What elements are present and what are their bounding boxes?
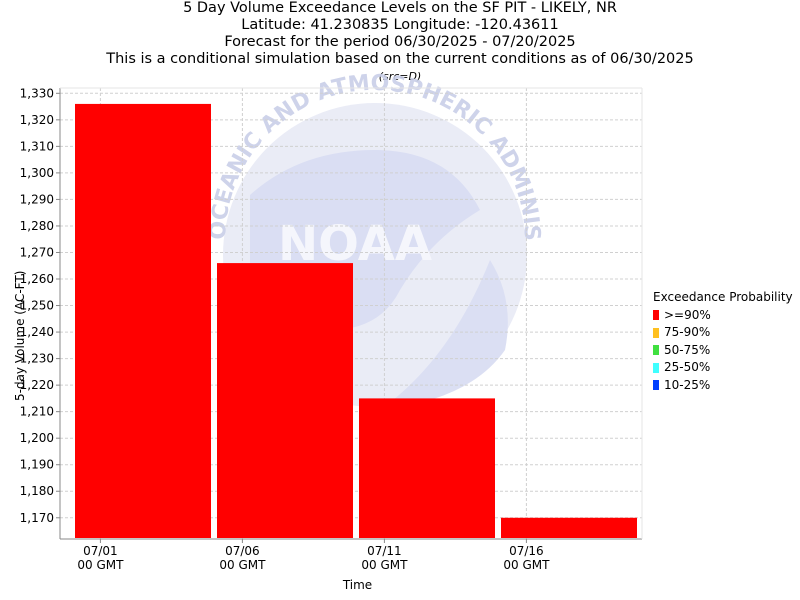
legend-item: 25-50% [653,359,793,377]
x-tick-sublabel: 00 GMT [503,558,550,572]
legend-items: >=90% 75-90% 50-75% 25-50% 10-25% [653,307,793,395]
y-tick-label: 1,180 [20,484,54,498]
y-tick-label: 1,250 [20,299,54,313]
x-tick-sublabel: 00 GMT [219,558,266,572]
legend-label: 25-50% [664,360,711,374]
legend-swatch [653,380,659,391]
y-tick-label: 1,320 [20,113,54,127]
bar [75,103,211,538]
legend-item: 10-25% [653,377,793,395]
watermark-wave [380,260,508,410]
chart-location: Latitude: 41.230835 Longitude: -120.4361… [241,17,559,33]
x-tick-label: 07/11 [367,544,402,558]
y-tick-label: 1,220 [20,378,54,392]
chart-period: Forecast for the period 06/30/2025 - 07/… [224,34,576,50]
chart-titles: 5 Day Volume Exceedance Levels on the SF… [0,0,800,84]
chart-axes: 1,170 1,180 1,190 1,200 1,210 1,220 1,230 1,240… [20,86,643,572]
chart-bars [75,103,637,538]
y-tick-label: 1,200 [20,431,54,445]
x-tick-label: 07/01 [83,544,118,558]
chart-title: 5 Day Volume Exceedance Levels on the SF… [183,0,617,16]
chart-source: (src=D) [378,70,422,83]
legend-title: Exceedance Probability [653,290,793,304]
x-tick-sublabel: 00 GMT [77,558,124,572]
legend-label: 75-90% [664,325,711,339]
legend-item: 75-90% [653,324,793,342]
y-tick-label: 1,290 [20,192,54,206]
legend: Exceedance Probability >=90% 75-90% 50-75%… [653,289,793,394]
y-tick-label: 1,240 [20,325,54,339]
y-tick-label: 1,300 [20,166,54,180]
x-tick-label: 07/06 [225,544,260,558]
y-tick-label: 1,270 [20,245,54,259]
bar [217,263,353,538]
chart-condition-note: This is a conditional simulation based o… [106,51,694,67]
y-tick-label: 1,170 [20,511,54,525]
legend-item: 50-75% [653,342,793,360]
y-tick-label: 1,310 [20,139,54,153]
y-tick-label: 1,210 [20,405,54,419]
y-tick-label: 1,260 [20,272,54,286]
watermark-text: NOAA [278,216,432,272]
y-tick-label: 1,230 [20,352,54,366]
legend-swatch [653,345,659,356]
legend-label: 50-75% [664,342,711,357]
legend-item: >=90% [653,307,793,325]
legend-swatch [653,310,659,321]
bar [359,398,495,538]
x-tick-label: 07/16 [509,544,544,558]
x-tick-sublabel: 00 GMT [361,558,408,572]
y-tick-label: 1,190 [20,458,54,472]
y-tick-label: 1,330 [20,86,54,100]
y-tick-label: 1,280 [20,219,54,233]
legend-swatch [653,327,659,338]
legend-swatch [653,362,659,373]
x-axis-label: Time [342,578,373,592]
y-axis-label: 5-day Volume (AC-FT) [13,270,27,401]
legend-label: 10-25% [664,377,711,392]
bar [501,517,637,538]
legend-label: >=90% [664,307,711,322]
